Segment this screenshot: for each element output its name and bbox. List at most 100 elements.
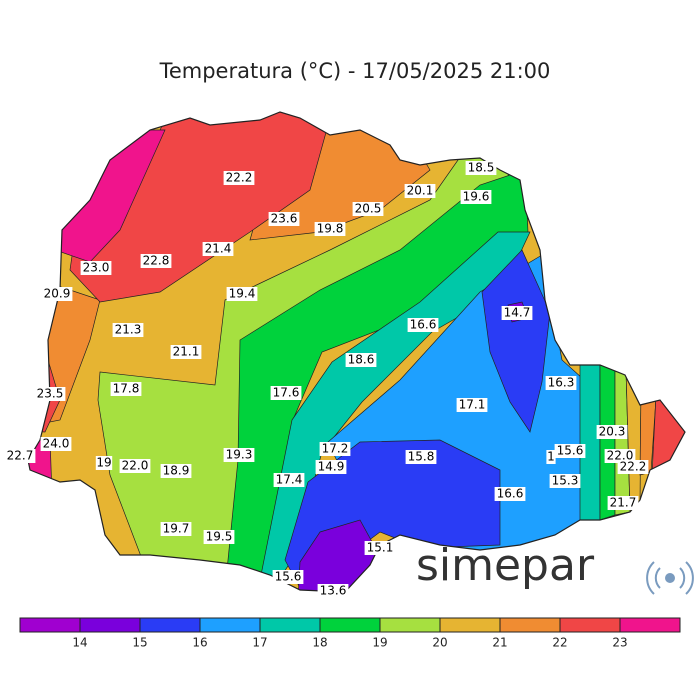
label-bg	[226, 287, 258, 301]
station-value: 21.4	[205, 242, 232, 256]
band	[579, 359, 601, 526]
station-value: 22.7	[7, 449, 34, 463]
label-bg	[95, 456, 113, 470]
station: 15.8	[405, 450, 437, 464]
station-value: 14.9	[318, 460, 345, 474]
station-value: 19.5	[206, 530, 233, 544]
station-value: 18.6	[348, 353, 375, 367]
station-value: 16.3	[548, 376, 575, 390]
station: 22.0	[119, 459, 151, 473]
colorbar-segment	[200, 618, 261, 632]
temperature-field	[28, 112, 685, 592]
station: 18.5	[465, 161, 497, 175]
station: 14.9	[315, 460, 347, 474]
station-value: 22.0	[122, 459, 149, 473]
station: 21.7	[607, 496, 639, 510]
colorbar-tick-label: 20	[432, 636, 447, 650]
station: 22.7	[4, 449, 36, 463]
colorbar-segment	[260, 618, 321, 632]
label-bg	[119, 459, 151, 473]
label-bg	[273, 473, 305, 487]
station-value: 22.2	[620, 460, 647, 474]
label-bg	[407, 318, 439, 332]
colorbar-segment	[500, 618, 561, 632]
label-bg	[607, 496, 639, 510]
station: 19	[95, 456, 113, 470]
station: 15.1	[364, 541, 396, 555]
station: 21.1	[170, 345, 202, 359]
colorbar-tick-label: 15	[132, 636, 147, 650]
label-bg	[112, 323, 144, 337]
label-bg	[160, 522, 192, 536]
station-labels: 18.5 20.1 19.6 22.2 23.6 20.5 19.8 21.4 23.0 22.8…	[4, 161, 649, 598]
station: 18.9	[160, 464, 192, 478]
station-value: 22.8	[143, 254, 170, 268]
station-value: 23.6	[271, 212, 298, 226]
colorbar-segment	[380, 618, 441, 632]
label-bg	[160, 464, 192, 478]
label-bg	[203, 530, 235, 544]
band	[651, 394, 685, 476]
station-value: 22.2	[226, 171, 253, 185]
colorbar-segment	[440, 618, 501, 632]
label-bg	[34, 387, 66, 401]
station: 17.4	[273, 473, 305, 487]
colorbar-tick-label: 17	[252, 636, 267, 650]
label-bg	[268, 212, 300, 226]
station-value: 19	[96, 456, 111, 470]
colorbar-tick-label: 14	[72, 636, 87, 650]
colorbar-tick-label: 18	[312, 636, 327, 650]
station: 22.0	[604, 449, 636, 463]
station: 21.4	[202, 242, 234, 256]
station-value: 24.0	[43, 437, 70, 451]
label-bg	[40, 437, 72, 451]
station-value: 17.8	[113, 382, 140, 396]
station-value: 20.5	[355, 202, 382, 216]
station: 19.5	[203, 530, 235, 544]
station: 19.4	[226, 287, 258, 301]
station-value: 15.3	[552, 474, 579, 488]
label-bg	[270, 386, 302, 400]
station: 1	[546, 450, 556, 464]
station: 20.9	[41, 287, 73, 301]
station: 18.6	[345, 353, 377, 367]
label-bg	[4, 449, 36, 463]
label-bg	[456, 398, 488, 412]
station: 21.3	[112, 323, 144, 337]
station: 17.2	[319, 442, 351, 456]
station: 15.6	[272, 570, 304, 584]
label-bg	[405, 450, 437, 464]
label-bg	[314, 222, 346, 236]
label-bg	[596, 425, 628, 439]
label-bg	[319, 442, 351, 456]
station-value: 16.6	[497, 487, 524, 501]
station-value: 15.1	[367, 541, 394, 555]
label-bg	[465, 161, 497, 175]
station-value: 17.4	[276, 473, 303, 487]
station: 15.3	[549, 474, 581, 488]
station: 15.6	[554, 444, 586, 458]
station: 23.0	[80, 261, 112, 275]
station-value: 17.2	[322, 442, 349, 456]
station-value: 20.1	[407, 184, 434, 198]
station-value: 15.8	[408, 450, 435, 464]
colorbar-tick-label: 23	[612, 636, 627, 650]
station: 19.3	[223, 448, 255, 462]
station-value: 22.0	[607, 449, 634, 463]
station: 22.2	[223, 171, 255, 185]
station: 19.6	[460, 190, 492, 204]
station: 16.6	[494, 487, 526, 501]
station: 17.8	[110, 382, 142, 396]
colorbar-segment	[20, 618, 81, 632]
title: Temperatura (°C) - 17/05/2025 21:00	[159, 59, 551, 83]
station-value: 17.1	[459, 398, 486, 412]
label-bg	[315, 460, 347, 474]
station-value: 21.3	[115, 323, 142, 337]
station: 23.5	[34, 387, 66, 401]
station-value: 16.6	[410, 318, 437, 332]
band	[481, 249, 551, 433]
station: 17.1	[456, 398, 488, 412]
colorbar-segment	[320, 618, 381, 632]
station: 19.7	[160, 522, 192, 536]
